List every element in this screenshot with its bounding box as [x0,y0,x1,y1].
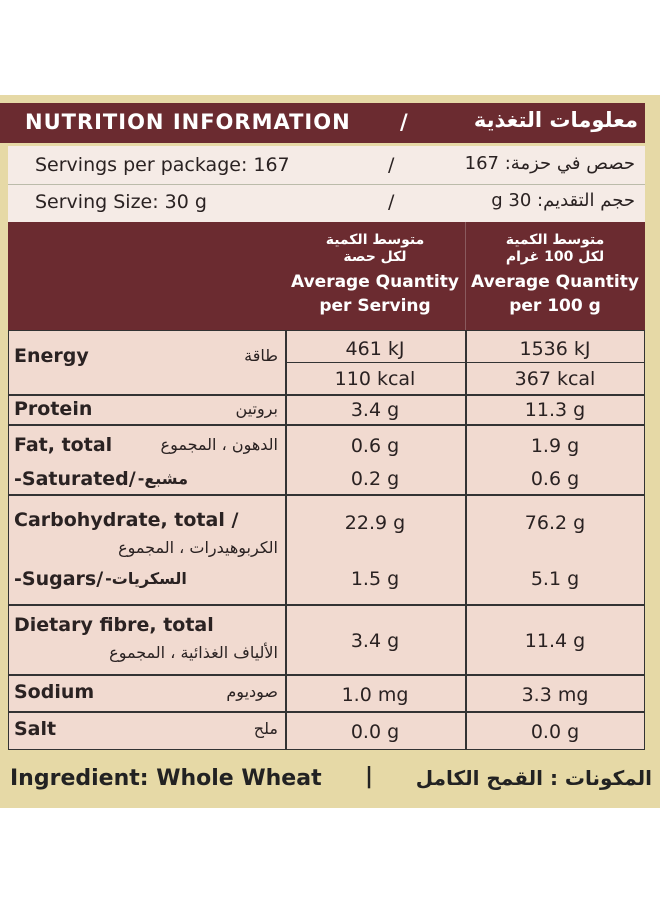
row-label-ar: الدهون ، المجموع [160,435,278,454]
value: 0.0 g [530,721,580,743]
column-header-ar: لكل 100 غرام [505,249,605,265]
row-border [8,394,645,396]
serving-sep: / [388,191,395,213]
column-header-ar: لكل حصة [343,249,407,265]
row-label-en: Salt [14,718,57,740]
row-label-ar: الكربوهيدرات ، المجموع [118,538,278,557]
value: 1536 kJ [519,338,591,360]
table [8,330,645,750]
row-label-en: Protein [14,398,93,420]
row-label-en: Carbohydrate, total / [14,509,239,531]
column-divider [465,330,467,750]
value: 11.4 g [524,630,586,652]
serving-en: Serving Size: 30 g [35,191,207,213]
value: 0.0 g [350,721,400,743]
column-header-en: Average Quantity [471,272,639,292]
row-label-en: Fat, total [14,434,113,456]
value: 3.4 g [350,630,400,652]
row-label-ar: الألياف الغذائية ، المجموع [109,643,278,662]
row-border [8,711,645,713]
row-label-ar: طاقة [244,346,278,365]
row-border [8,674,645,676]
row-label-ar: ملح [253,719,278,738]
column-divider [285,330,287,750]
title-band [0,103,645,143]
value: 11.3 g [524,399,586,421]
column-header-ar: متوسط الكمية [505,232,605,248]
ingredients-sep: | [365,764,374,789]
value: 367 kcal [514,368,596,390]
row-label-en: Sodium [14,681,95,703]
ingredients-en: Ingredient: Whole Wheat [10,766,322,791]
row-border [8,424,645,426]
value: 1.5 g [350,568,400,590]
servings-divider [8,184,645,185]
row-label-en: Dietary fibre, total [14,614,214,636]
serving-sep: / [388,154,395,176]
value: 3.4 g [350,399,400,421]
column-header-band [8,222,645,330]
row-label-en: Energy [14,345,89,367]
title-sep: / [400,110,408,134]
column-header-divider [465,222,466,330]
column-header-en: per Serving [319,296,431,316]
title-ar: معلومات التغذية [473,108,638,132]
title-en: NUTRITION INFORMATION [25,110,351,134]
value: 1.9 g [530,435,580,457]
column-header-en: per 100 g [509,296,601,316]
column-header-en: Average Quantity [291,272,459,292]
row-label-en: -Sugars/ [14,568,104,590]
serving-en: Servings per package: 167 [35,154,290,176]
serving-ar: حجم التقديم: 30 g [491,190,635,211]
row-label-ar: السكريات- [105,569,187,588]
row-label-en: -Saturated/ [14,468,136,490]
value: 76.2 g [524,512,586,534]
row-border [8,604,645,606]
value: 0.6 g [350,435,400,457]
column-header-ar: متوسط الكمية [325,232,425,248]
row-border [8,494,645,496]
value: 3.3 mg [521,684,589,706]
value: 5.1 g [530,568,580,590]
row-label-ar: بروتين [235,399,278,418]
ingredients-ar: المكونات : القمح الكامل [415,766,652,790]
value: 110 kcal [334,368,416,390]
value: 0.6 g [530,468,580,490]
serving-ar: حصص في حزمة: 167 [464,153,635,174]
row-label-ar: مشبع- [137,469,188,488]
row-label-ar: صوديوم [226,682,278,701]
value: 0.2 g [350,468,400,490]
subrow-divider [285,362,645,363]
value: 22.9 g [344,512,406,534]
value: 461 kJ [345,338,405,360]
value: 1.0 mg [341,684,409,706]
